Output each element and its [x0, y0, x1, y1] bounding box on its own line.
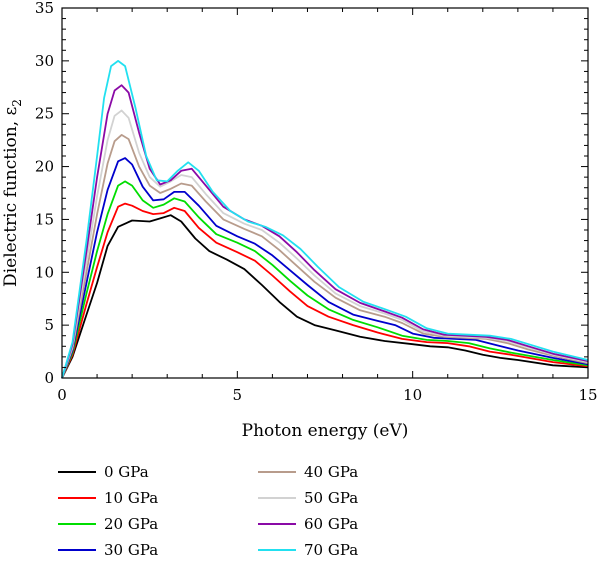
- legend-label-0: 0 GPa: [104, 463, 149, 481]
- legend: 0 GPa 10 GPa 20 GPa 30 GPa 40 GPa 50 GPa 60 GP…: [58, 463, 358, 559]
- y-tick-label: 20: [35, 158, 54, 176]
- legend-label-7: 70 GPa: [304, 541, 358, 559]
- series-line-7: [61, 60, 589, 379]
- legend-label-1: 10 GPa: [104, 489, 158, 507]
- x-tick-label: 0: [57, 386, 67, 404]
- y-tick-label: 15: [35, 210, 54, 228]
- x-tick-label: 10: [403, 386, 422, 404]
- series-line-0: [61, 214, 589, 379]
- series-line-5: [61, 109, 589, 379]
- legend-label-6: 60 GPa: [304, 515, 358, 533]
- y-tick-label: 30: [35, 52, 54, 70]
- y-tick-label: 10: [35, 263, 54, 281]
- plot-frame: [61, 7, 589, 379]
- series-line-1: [61, 202, 589, 379]
- series-line-2: [61, 180, 589, 379]
- y-axis-label-main: Dielectric function, ε: [1, 107, 21, 287]
- plot-area: [61, 60, 589, 379]
- legend-label-3: 30 GPa: [104, 541, 158, 559]
- y-tick-label: 0: [44, 369, 54, 387]
- x-axis-label: Photon energy (eV): [242, 421, 409, 441]
- y-axis-label: Dielectric function, ε2: [1, 99, 24, 287]
- legend-label-4: 40 GPa: [304, 463, 358, 481]
- y-tick-label: 25: [35, 105, 54, 123]
- x-tick-label: 15: [578, 386, 597, 404]
- legend-label-5: 50 GPa: [304, 489, 358, 507]
- x-tick-label: 5: [233, 386, 243, 404]
- y-tick-label: 35: [35, 0, 54, 17]
- axis-ticks: 0 5 10 15 0 5 10 15 20 25 30 35: [35, 0, 598, 404]
- y-axis-label-subscript: 2: [10, 99, 24, 107]
- series-line-3: [61, 157, 589, 379]
- y-tick-label: 5: [44, 316, 54, 334]
- legend-label-2: 20 GPa: [104, 515, 158, 533]
- series-line-4: [61, 134, 589, 379]
